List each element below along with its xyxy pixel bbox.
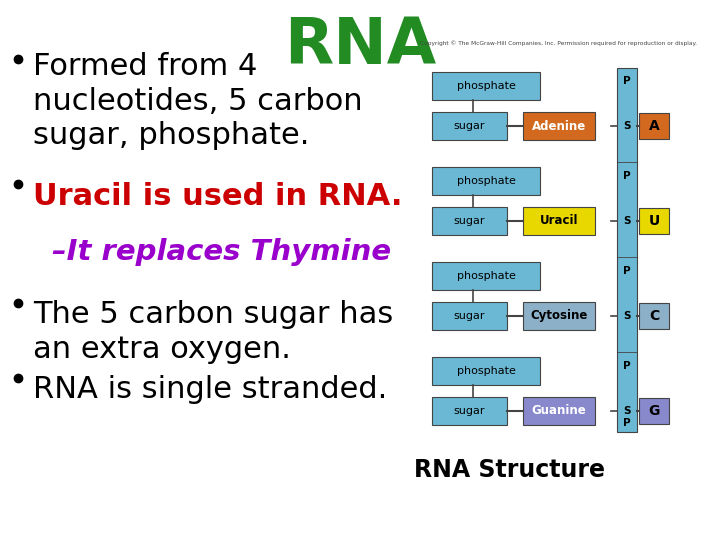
FancyBboxPatch shape: [523, 112, 595, 140]
Text: –It replaces Thymine: –It replaces Thymine: [52, 238, 391, 266]
Text: phosphate: phosphate: [456, 271, 516, 281]
FancyBboxPatch shape: [432, 262, 540, 290]
Text: P: P: [624, 361, 631, 371]
Text: RNA Structure: RNA Structure: [415, 458, 606, 482]
Text: Formed from 4
nucleotides, 5 carbon
sugar, phosphate.: Formed from 4 nucleotides, 5 carbon suga…: [33, 52, 363, 151]
Text: sugar: sugar: [454, 311, 485, 321]
Text: S: S: [624, 216, 631, 226]
FancyBboxPatch shape: [523, 207, 595, 235]
Text: The 5 carbon sugar has
an extra oxygen.: The 5 carbon sugar has an extra oxygen.: [33, 300, 393, 364]
Text: C: C: [649, 309, 659, 323]
Text: Uracil: Uracil: [540, 214, 578, 227]
FancyBboxPatch shape: [617, 68, 637, 432]
Text: Uracil is used in RNA.: Uracil is used in RNA.: [33, 182, 402, 211]
FancyBboxPatch shape: [523, 397, 595, 425]
Text: phosphate: phosphate: [456, 81, 516, 91]
Text: A: A: [649, 119, 660, 133]
FancyBboxPatch shape: [523, 302, 595, 330]
FancyBboxPatch shape: [432, 112, 507, 140]
FancyBboxPatch shape: [639, 303, 669, 329]
FancyBboxPatch shape: [432, 357, 540, 385]
Text: S: S: [624, 121, 631, 131]
FancyBboxPatch shape: [432, 167, 540, 195]
FancyBboxPatch shape: [432, 207, 507, 235]
Text: sugar: sugar: [454, 216, 485, 226]
Text: P: P: [624, 76, 631, 86]
FancyBboxPatch shape: [432, 397, 507, 425]
Text: U: U: [649, 214, 660, 228]
Text: RNA is single stranded.: RNA is single stranded.: [33, 375, 387, 404]
Text: P: P: [624, 418, 631, 428]
Text: phosphate: phosphate: [456, 366, 516, 376]
FancyBboxPatch shape: [432, 302, 507, 330]
Text: G: G: [648, 404, 660, 418]
FancyBboxPatch shape: [639, 398, 669, 424]
Text: RNA: RNA: [284, 15, 436, 77]
FancyBboxPatch shape: [639, 208, 669, 234]
Text: Copyright © The McGraw-Hill Companies, Inc. Permission required for reproduction: Copyright © The McGraw-Hill Companies, I…: [420, 40, 696, 46]
Text: phosphate: phosphate: [456, 176, 516, 186]
Text: Guanine: Guanine: [531, 404, 586, 417]
FancyBboxPatch shape: [432, 72, 540, 100]
Text: Cytosine: Cytosine: [531, 309, 588, 322]
Text: Adenine: Adenine: [532, 119, 586, 132]
Text: P: P: [624, 266, 631, 276]
Text: sugar: sugar: [454, 121, 485, 131]
FancyBboxPatch shape: [639, 113, 669, 139]
Text: P: P: [624, 171, 631, 181]
Text: S: S: [624, 311, 631, 321]
Text: S: S: [624, 406, 631, 416]
Text: sugar: sugar: [454, 406, 485, 416]
